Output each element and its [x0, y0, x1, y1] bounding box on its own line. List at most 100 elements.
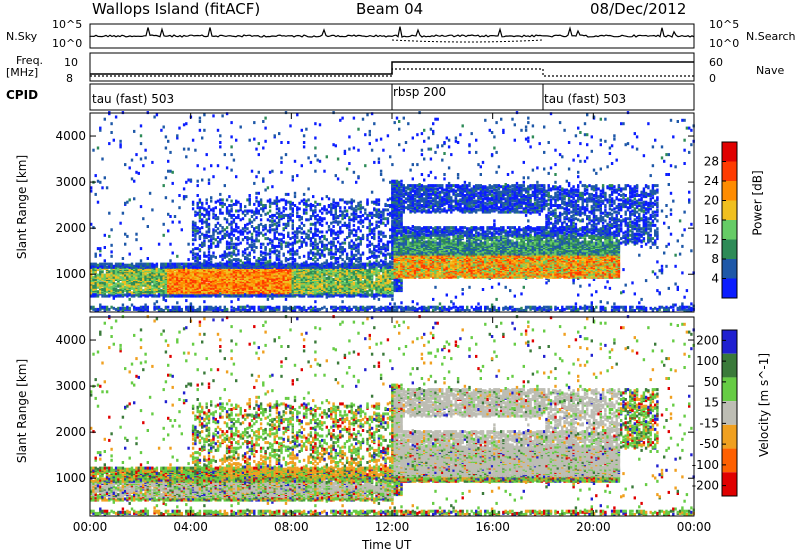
power-cell: [330, 278, 333, 281]
power-cell: [343, 248, 347, 252]
power-cell: [373, 207, 376, 211]
power-cell: [221, 280, 224, 284]
power-cell: [257, 142, 260, 146]
power-cell: [355, 208, 358, 212]
power-cell: [205, 262, 208, 266]
power-cell: [94, 192, 97, 196]
power-cell: [130, 303, 134, 307]
power-cell: [321, 240, 324, 244]
power-cell: [343, 281, 347, 285]
power-cell: [264, 251, 267, 255]
power-cell: [232, 202, 236, 206]
power-cell: [268, 238, 272, 242]
power-cell: [212, 175, 215, 179]
power-cell: [334, 250, 337, 254]
power-cell: [207, 239, 211, 243]
power-cell: [151, 160, 154, 164]
power-cell: [248, 194, 251, 197]
power-cell: [368, 129, 371, 133]
power-cell: [214, 255, 217, 259]
power-cell: [216, 306, 220, 310]
power-cell: [228, 209, 231, 213]
power-cell: [180, 294, 183, 298]
power-cell: [321, 249, 324, 253]
power-cell: [307, 291, 310, 295]
power-cell: [205, 233, 208, 237]
power-cell: [241, 227, 245, 231]
power-cell: [293, 258, 297, 262]
power-cell: [264, 116, 267, 120]
power-cell: [205, 221, 208, 225]
power-cell: [278, 254, 281, 258]
power-cell: [110, 280, 113, 284]
power-cell: [257, 153, 260, 157]
power-cell: [332, 225, 335, 228]
power-cell: [246, 247, 249, 251]
power-cell: [253, 239, 256, 243]
power-cell: [121, 262, 125, 266]
power-cell: [112, 284, 115, 288]
power-cell: [255, 246, 258, 249]
power-cell: [339, 250, 342, 254]
power-cell: [314, 247, 317, 251]
power-cell: [99, 281, 102, 285]
power-cell: [255, 147, 258, 151]
power-cell: [343, 260, 347, 264]
power-cell: [225, 218, 229, 222]
power-cell: [339, 246, 342, 249]
power-cell: [318, 307, 322, 311]
power-cell: [146, 288, 149, 291]
power-cell: [262, 225, 265, 228]
power-cell: [314, 136, 317, 140]
power-cell: [334, 231, 337, 235]
power-cell: [271, 243, 274, 247]
power-cell: [146, 305, 149, 309]
power-cell: [343, 241, 347, 245]
power-cell: [185, 262, 188, 266]
power-cell: [352, 228, 356, 232]
power-cell: [368, 243, 371, 247]
power-cell: [291, 223, 294, 227]
power-cell: [248, 197, 251, 201]
power-cell: [144, 305, 147, 309]
power-cell: [230, 222, 233, 226]
power-cell: [250, 240, 254, 244]
power-cell: [135, 306, 138, 310]
power-cell: [361, 251, 365, 255]
power-cell: [96, 273, 100, 277]
power-cell: [189, 269, 193, 273]
power-cell: [126, 283, 129, 287]
power-cell: [275, 237, 279, 241]
power-cell: [293, 195, 297, 199]
power-cell: [101, 186, 104, 190]
power-cell: [255, 196, 258, 200]
power-cell: [284, 297, 288, 301]
power-cell: [207, 278, 211, 281]
power-cell: [339, 118, 342, 122]
power-cell: [257, 209, 260, 213]
power-cell: [364, 208, 367, 212]
power-cell: [126, 200, 129, 204]
power-cell: [280, 238, 283, 242]
power-cell: [309, 222, 313, 226]
power-cell: [96, 265, 100, 269]
power-cell: [230, 262, 233, 266]
power-cell: [198, 248, 202, 252]
power-cell: [133, 179, 136, 183]
cpid-segment-2: rbsp 200: [393, 85, 446, 99]
power-cell: [196, 257, 199, 260]
noise-tick-top-left: 10^5: [52, 18, 82, 31]
power-cell: [92, 270, 95, 274]
power-cell: [144, 290, 147, 294]
power-cell: [142, 164, 145, 168]
power-cell: [309, 249, 313, 253]
power-cell: [305, 232, 308, 236]
power-cell: [207, 222, 211, 226]
power-cell: [250, 232, 254, 236]
power-cell: [284, 207, 288, 211]
power-cell: [375, 208, 378, 212]
power-cell: [173, 215, 177, 218]
power-cell: [173, 294, 177, 298]
power-cell: [291, 231, 294, 235]
power-cell: [318, 230, 322, 234]
